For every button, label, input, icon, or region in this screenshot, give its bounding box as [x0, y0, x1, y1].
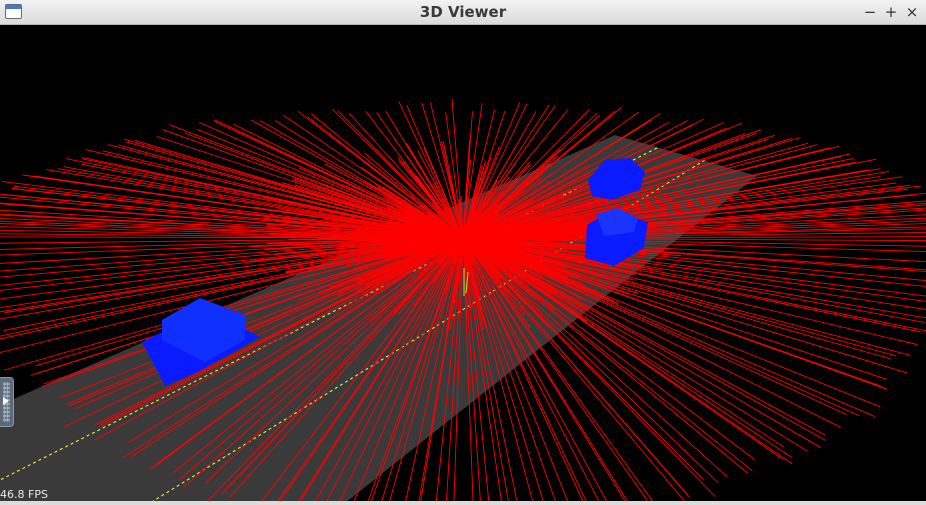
close-button[interactable]: × — [905, 3, 919, 21]
vehicle-near-left[interactable] — [142, 298, 260, 386]
side-panel-toggle[interactable] — [0, 377, 14, 427]
window-title: 3D Viewer — [419, 3, 507, 21]
maximize-button[interactable]: + — [884, 3, 898, 21]
fps-counter: 46.8 FPS — [0, 488, 48, 501]
scene-canvas[interactable] — [0, 25, 926, 503]
lidar-origin-marker — [463, 268, 469, 296]
window-bottom-border — [0, 501, 926, 505]
title-bar[interactable]: 3D Viewer − + × — [0, 0, 926, 25]
window-app-icon[interactable] — [5, 4, 22, 19]
vehicle-far-top[interactable] — [588, 158, 645, 200]
play-arrow-icon — [3, 397, 9, 405]
vehicle-far-right[interactable] — [585, 208, 648, 266]
3d-viewport[interactable]: 46.8 FPS — [0, 25, 926, 503]
minimize-button[interactable]: − — [863, 3, 877, 21]
